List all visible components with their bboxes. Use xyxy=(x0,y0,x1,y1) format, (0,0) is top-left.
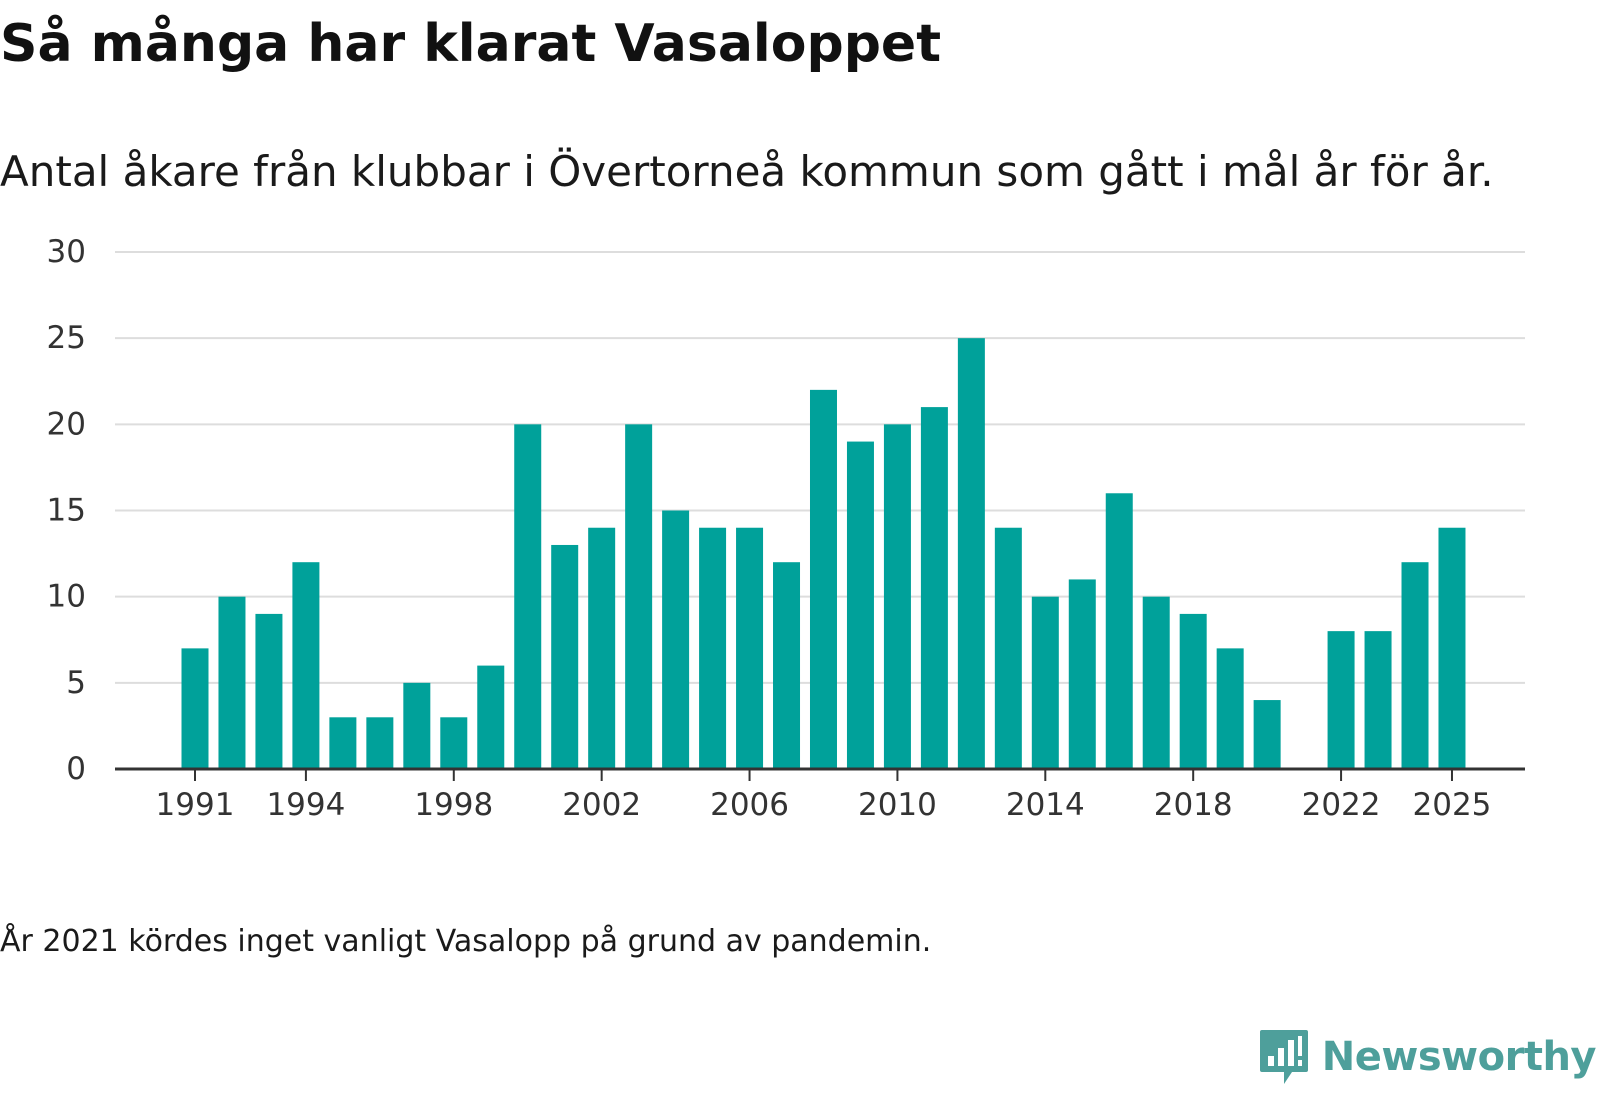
bar-2019 xyxy=(1216,648,1244,769)
newsworthy-logo-icon xyxy=(1259,1030,1308,1084)
chart-subtitle: Antal åkare från klubbar i Övertorneå ko… xyxy=(0,147,1494,196)
x-tick-label: 2002 xyxy=(562,787,641,823)
bars xyxy=(181,338,1466,769)
bar-2017 xyxy=(1142,596,1170,769)
bar-1994 xyxy=(292,562,320,769)
bar-2005 xyxy=(699,527,727,769)
bar-2002 xyxy=(588,527,616,769)
x-tick-label: 2022 xyxy=(1302,787,1381,823)
bar-1996 xyxy=(366,717,394,769)
x-tick-label: 2025 xyxy=(1413,787,1492,823)
bar-2000 xyxy=(514,424,542,769)
bar-1997 xyxy=(403,682,431,769)
y-tick-label: 0 xyxy=(66,751,86,787)
bar-2025 xyxy=(1438,527,1466,769)
bar-2023 xyxy=(1364,631,1392,769)
bar-2003 xyxy=(625,424,653,769)
bar-2016 xyxy=(1105,493,1133,769)
bar-2014 xyxy=(1031,596,1059,769)
y-axis-ticks: 0 5 10 15 20 25 30 xyxy=(47,234,86,787)
x-tick-label: 1991 xyxy=(156,787,235,823)
bar-2006 xyxy=(736,527,764,769)
x-axis-ticks: 1991 1994 1998 2002 2006 2010 2014 2018 2022 2025 xyxy=(156,769,1492,823)
bar-2015 xyxy=(1068,579,1096,769)
x-tick-label: 1994 xyxy=(266,787,345,823)
brand-logo[interactable]: Newsworthy xyxy=(1258,1028,1597,1086)
y-tick-label: 10 xyxy=(47,579,86,615)
footnote: År 2021 kördes inget vanligt Vasalopp på… xyxy=(0,924,932,959)
x-tick-label: 2014 xyxy=(1006,787,1085,823)
brand-name: Newsworthy xyxy=(1321,1034,1597,1080)
bar-2001 xyxy=(551,544,579,769)
bar-2022 xyxy=(1327,631,1355,769)
bar-2020 xyxy=(1253,700,1281,769)
x-tick-label: 2018 xyxy=(1154,787,1233,823)
x-tick-label: 2010 xyxy=(858,787,937,823)
bar-1992 xyxy=(218,596,246,769)
bar-1993 xyxy=(255,613,283,769)
y-tick-label: 20 xyxy=(47,406,86,442)
y-tick-label: 25 xyxy=(47,320,86,356)
y-tick-label: 15 xyxy=(47,493,86,529)
bar-2007 xyxy=(773,562,801,769)
bar-1991 xyxy=(181,648,209,769)
bar-1999 xyxy=(477,665,505,769)
bar-2018 xyxy=(1179,613,1207,769)
chart-title: Så många har klarat Vasaloppet xyxy=(0,14,942,74)
y-tick-label: 5 xyxy=(66,665,86,701)
bar-1998 xyxy=(440,717,468,769)
bar-2012 xyxy=(957,338,985,769)
y-tick-label: 30 xyxy=(47,234,86,270)
x-tick-label: 2006 xyxy=(710,787,789,823)
bar-2004 xyxy=(662,510,690,769)
x-tick-label: 1998 xyxy=(414,787,493,823)
bar-2009 xyxy=(846,441,874,769)
bar-2011 xyxy=(920,407,948,769)
bar-2024 xyxy=(1401,562,1429,769)
bar-1995 xyxy=(329,717,357,769)
bar-2010 xyxy=(883,424,911,769)
bar-2013 xyxy=(994,527,1022,769)
bar-2008 xyxy=(809,389,837,769)
